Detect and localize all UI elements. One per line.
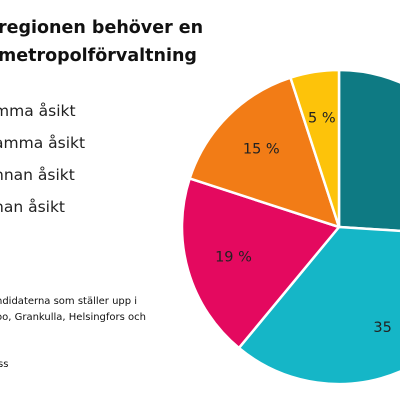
legend-item: mma åsikt	[0, 102, 76, 120]
legend-item: nan åsikt	[0, 198, 66, 216]
pie-slice	[337, 68, 400, 233]
source-note: ss	[0, 359, 9, 370]
legend: mma åsikt amma åsikt nnan åsikt nan åsik…	[0, 95, 85, 223]
footnote-line-1: ndidaterna som ställer upp i	[0, 296, 138, 307]
chart-title-line-1: regionen behöver en	[0, 18, 204, 38]
pie-slice	[289, 68, 341, 229]
slice-label: 35	[373, 320, 391, 336]
slice-label: 19 %	[215, 250, 252, 266]
pie-slice	[237, 225, 400, 386]
legend-item: nnan åsikt	[0, 166, 75, 184]
footnote: ndidaterna som ställer upp i oo, Grankul…	[0, 294, 356, 326]
chart-title-line-2: metropolförvaltning	[0, 46, 197, 66]
slice-label: 5 %	[308, 111, 336, 127]
pie-slice	[180, 177, 341, 350]
chart-title: regionen behöver en metropolförvaltning	[0, 14, 298, 70]
legend-item: amma åsikt	[0, 134, 86, 152]
slice-label: 15 %	[243, 141, 280, 157]
footnote-line-2: oo, Grankulla, Helsingfors och	[0, 312, 146, 323]
